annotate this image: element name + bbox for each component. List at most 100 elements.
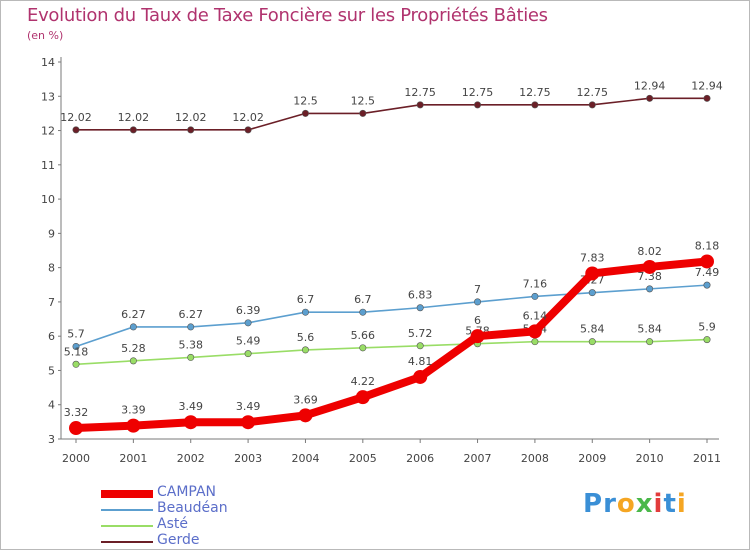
data-label-campan: 3.39 — [121, 404, 146, 417]
data-point-beaudean — [359, 308, 367, 316]
data-label-gerde: 12.75 — [577, 86, 609, 99]
data-point-aste — [646, 338, 654, 346]
legend-label-aste: Asté — [157, 516, 188, 532]
line-chart: 3 4 5 6 7 8 9 10 11 12 13 14 2000 2001 2002 2003 2004 200… — [41, 56, 723, 465]
data-point-campan — [69, 421, 83, 436]
legend-label-campan: CAMPAN — [157, 484, 217, 500]
chart-title: Evolution du Taux de Taxe Foncière sur l… — [27, 5, 548, 26]
data-point-beaudean — [416, 304, 424, 312]
data-point-beaudean — [646, 285, 654, 293]
data-label-beaudean: 5.7 — [67, 327, 85, 340]
logo-letter: i — [653, 489, 664, 519]
data-label-campan: 8.18 — [695, 239, 720, 252]
data-point-beaudean — [703, 281, 711, 289]
series-line-aste — [75, 338, 708, 366]
data-point-beaudean — [187, 323, 195, 331]
x-tick-label: 2001 — [119, 452, 147, 465]
data-label-beaudean: 7.49 — [695, 266, 720, 279]
y-tick-label: 12 — [41, 125, 55, 138]
proxiti-logo: Proxiti — [583, 489, 687, 519]
data-point-aste — [359, 344, 367, 352]
data-point-campan — [700, 254, 714, 269]
data-label-campan: 3.32 — [64, 406, 89, 419]
y-tick-label: 11 — [41, 159, 55, 172]
y-tick-label: 13 — [41, 90, 55, 103]
data-point-beaudean — [588, 289, 596, 297]
data-label-gerde: 12.02 — [118, 111, 150, 124]
data-label-gerde: 12.75 — [519, 86, 551, 99]
data-label-gerde: 12.75 — [404, 86, 436, 99]
y-tick-label: 7 — [48, 296, 55, 309]
data-label-gerde: 12.5 — [293, 94, 318, 107]
logo-letter: P — [583, 489, 604, 519]
data-point-aste — [187, 353, 195, 361]
data-point-aste — [129, 357, 137, 365]
data-point-gerde — [359, 109, 367, 117]
data-point-campan — [527, 324, 542, 339]
data-label-aste: 5.18 — [64, 345, 89, 358]
data-point-aste — [301, 346, 309, 354]
y-tick-label: 14 — [41, 56, 55, 69]
x-tick-label: 2002 — [177, 452, 205, 465]
data-point-aste — [244, 350, 252, 358]
data-point-campan — [298, 408, 313, 423]
data-label-beaudean: 6.27 — [178, 308, 203, 321]
logo-letter: o — [616, 489, 636, 519]
x-tick-label: 2011 — [693, 452, 721, 465]
data-point-gerde — [72, 126, 80, 134]
data-point-beaudean — [474, 298, 482, 306]
data-point-gerde — [244, 126, 252, 134]
logo-letter: i — [676, 489, 687, 519]
data-label-campan: 4.81 — [408, 355, 433, 368]
data-label-aste: 5.49 — [236, 335, 261, 348]
data-label-gerde: 12.02 — [60, 111, 92, 124]
data-label-beaudean: 7.38 — [637, 270, 662, 283]
data-point-campan — [241, 415, 256, 430]
data-label-gerde: 12.02 — [232, 111, 264, 124]
legend-swatch-beaudean — [101, 509, 153, 511]
data-label-beaudean: 6.83 — [408, 289, 433, 302]
data-point-aste — [72, 360, 80, 368]
data-label-aste: 5.84 — [580, 323, 605, 336]
y-tick-label: 4 — [48, 399, 55, 412]
data-label-aste: 5.38 — [178, 338, 203, 351]
data-label-aste: 5.72 — [408, 327, 433, 340]
data-point-aste — [703, 336, 711, 344]
logo-letter: t — [663, 489, 677, 519]
data-label-gerde: 12.02 — [175, 111, 207, 124]
data-label-campan: 3.49 — [178, 400, 203, 413]
x-tick-label: 2006 — [406, 452, 434, 465]
x-tick-label: 2007 — [464, 452, 492, 465]
data-label-gerde: 12.94 — [691, 79, 723, 92]
data-point-gerde — [301, 109, 309, 117]
legend-label-beaudean: Beaudéan — [157, 500, 228, 516]
data-label-campan: 6.14 — [523, 309, 548, 322]
data-label-beaudean: 6.27 — [121, 308, 146, 321]
data-point-beaudean — [244, 319, 252, 327]
data-label-beaudean: 7 — [474, 283, 481, 296]
logo-letter: r — [603, 489, 617, 519]
data-point-aste — [531, 338, 539, 346]
data-point-gerde — [474, 101, 482, 109]
data-label-gerde: 12.94 — [634, 79, 666, 92]
data-label-gerde: 12.5 — [351, 94, 376, 107]
data-point-campan — [183, 415, 198, 430]
data-point-aste — [588, 338, 596, 346]
data-point-beaudean — [129, 323, 137, 331]
x-tick-label: 2004 — [291, 452, 319, 465]
data-point-campan — [642, 259, 657, 274]
data-point-aste — [416, 342, 424, 350]
data-label-gerde: 12.75 — [462, 86, 494, 99]
logo-letter: x — [635, 489, 654, 519]
data-label-campan: 6 — [474, 314, 481, 327]
data-label-campan: 8.02 — [637, 245, 662, 258]
x-tick-label: 2000 — [62, 452, 90, 465]
data-label-campan: 7.83 — [580, 251, 605, 264]
x-tick-label: 2009 — [578, 452, 606, 465]
y-tick-label: 6 — [48, 330, 55, 343]
legend-swatch-campan — [101, 490, 153, 498]
data-label-beaudean: 7.16 — [523, 277, 548, 290]
data-label-aste: 5.66 — [351, 329, 376, 342]
y-tick-label: 5 — [48, 364, 55, 377]
